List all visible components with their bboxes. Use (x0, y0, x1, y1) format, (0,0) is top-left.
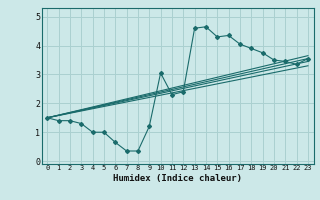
X-axis label: Humidex (Indice chaleur): Humidex (Indice chaleur) (113, 174, 242, 183)
